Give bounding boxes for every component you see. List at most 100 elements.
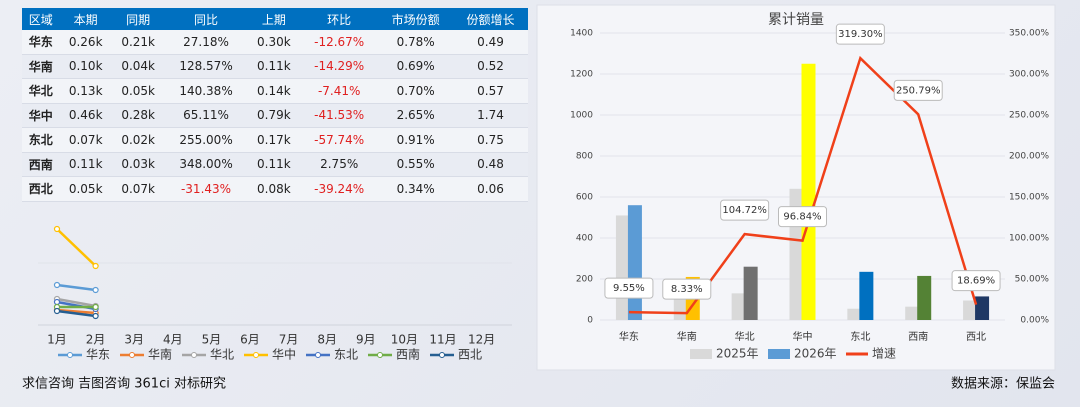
table-cell: -14.29%	[300, 54, 379, 79]
x-tick-label: 华东	[619, 330, 639, 343]
table-cell: 0.49	[453, 30, 528, 55]
table-cell: 0.05k	[111, 78, 165, 104]
data-label: 319.30%	[838, 29, 883, 40]
data-label: 9.55%	[613, 283, 645, 294]
table-cell: 2.75%	[300, 152, 379, 177]
table-row: 西北 0.05k 0.07k -31.43% 0.08k -39.24% 0.34% 0.06	[22, 176, 528, 202]
table-cell: 华北	[22, 78, 60, 104]
bar	[627, 205, 642, 320]
y-tick-label: 1000	[570, 111, 593, 121]
table-cell: 0.34%	[378, 176, 454, 202]
table-cell: 0.57	[453, 78, 528, 104]
x-tick-label: 3月	[124, 333, 144, 347]
table-cell: 0.52	[453, 54, 528, 79]
y2-tick-label: 50.00%	[1015, 275, 1050, 285]
label-box	[604, 277, 654, 299]
table-cell: 0.28k	[111, 103, 165, 128]
x-tick-label: 东北	[850, 330, 870, 343]
y2-tick-label: 100.00%	[1009, 234, 1049, 244]
table-cell: -12.67%	[300, 30, 379, 55]
y-tick-label: 1400	[570, 29, 593, 39]
y-tick-label: 400	[576, 234, 593, 244]
table-row: 华南 0.10k 0.04k 128.57% 0.11k -14.29% 0.69% 0.52	[22, 54, 528, 79]
table: 区域 本期 同期 同比 上期 环比 市场份额 份额增长 华东 0.26k 0.21k 27.18% 0.…	[22, 8, 528, 202]
y-tick-label: 600	[576, 193, 593, 203]
legend-swatch	[768, 349, 790, 359]
table-cell: 华南	[22, 54, 60, 79]
bar	[615, 215, 629, 320]
table-cell: 0.14k	[247, 78, 301, 104]
table-cell: -31.43%	[164, 176, 248, 202]
label-box	[951, 270, 1001, 292]
data-label: 8.33%	[671, 284, 703, 295]
table-cell: 0.11k	[247, 152, 301, 177]
table-cell: 0.08k	[247, 176, 301, 202]
legend-label: 2025年	[716, 347, 759, 361]
y-tick-label: 1200	[570, 70, 593, 80]
bar	[859, 271, 874, 320]
x-tick-label: 10月	[391, 333, 418, 347]
legend-marker	[253, 352, 259, 358]
table-cell: 0.91%	[378, 127, 454, 153]
series-line	[56, 309, 96, 318]
header-cell: 环比	[300, 8, 379, 30]
table-row: 华北 0.13k 0.05k 140.38% 0.14k -7.41% 0.70% 0.57	[22, 78, 528, 104]
point	[92, 262, 99, 270]
header-cell: 同比	[164, 8, 248, 30]
table-cell: 348.00%	[164, 152, 248, 177]
legend-marker	[67, 352, 73, 358]
table-cell: -41.53%	[300, 103, 379, 128]
table-cell: 0.69%	[378, 54, 454, 79]
table-cell: 0.48	[453, 152, 528, 177]
chart-title: 累计销量	[768, 12, 824, 28]
table-cell: -7.41%	[300, 78, 379, 104]
bar	[731, 293, 745, 320]
legend-label: 华南	[148, 347, 172, 362]
table-cell: 0.07k	[59, 127, 112, 153]
table-row: 华中 0.46k 0.28k 65.11% 0.79k -41.53% 2.65% 1.74	[22, 103, 528, 128]
data-label: 250.79%	[896, 85, 941, 96]
data-label: 96.84%	[783, 212, 821, 223]
point	[53, 298, 61, 306]
table-cell: 0.10k	[59, 54, 112, 79]
table-cell: 0.79k	[247, 103, 301, 128]
table-cell: 128.57%	[164, 54, 248, 79]
table-cell: 华东	[22, 30, 60, 55]
table-row: 西南 0.11k 0.03k 348.00% 0.11k 2.75% 0.55% 0.48	[22, 152, 528, 177]
x-tick-label: 西北	[966, 331, 986, 343]
header-cell: 同期	[111, 8, 165, 30]
point	[92, 303, 99, 311]
bar	[963, 300, 977, 320]
y2-tick-label: 200.00%	[1009, 152, 1049, 162]
table-cell: 华中	[22, 103, 60, 128]
legend-label: 华东	[86, 348, 110, 362]
header-cell: 市场份额	[378, 8, 454, 30]
table-cell: -57.74%	[300, 127, 379, 153]
legend-marker	[439, 352, 445, 358]
table-cell: 0.21k	[111, 30, 165, 55]
bar	[917, 275, 932, 320]
label-box	[893, 79, 943, 101]
x-tick-label: 华中	[793, 330, 813, 343]
legend-label: 东北	[334, 348, 358, 362]
table-cell: 0.02k	[111, 127, 165, 153]
table-cell: 140.38%	[164, 78, 248, 104]
x-tick-label: 2月	[86, 333, 106, 347]
table-cell: 0.78%	[378, 30, 454, 55]
label-box	[778, 206, 827, 228]
table-row: 东北 0.07k 0.02k 255.00% 0.17k -57.74% 0.91% 0.75	[22, 127, 528, 153]
x-tick-label: 1月	[47, 333, 67, 347]
series-line	[56, 228, 97, 267]
y-tick-label: 800	[576, 152, 593, 162]
legend-label: 增速	[872, 347, 896, 361]
table-cell: 0.05k	[59, 176, 112, 202]
table-cell: 0.46k	[59, 103, 112, 128]
bar	[847, 308, 861, 320]
table-cell: 1.74	[453, 103, 528, 128]
table-cell: 东北	[22, 127, 60, 153]
label-box	[720, 199, 770, 221]
footer-right: 数据来源：保监会	[951, 377, 1055, 392]
data-label: 104.72%	[722, 205, 767, 216]
table-row: 华东 0.26k 0.21k 27.18% 0.30k -12.67% 0.78% 0.49	[22, 30, 528, 55]
